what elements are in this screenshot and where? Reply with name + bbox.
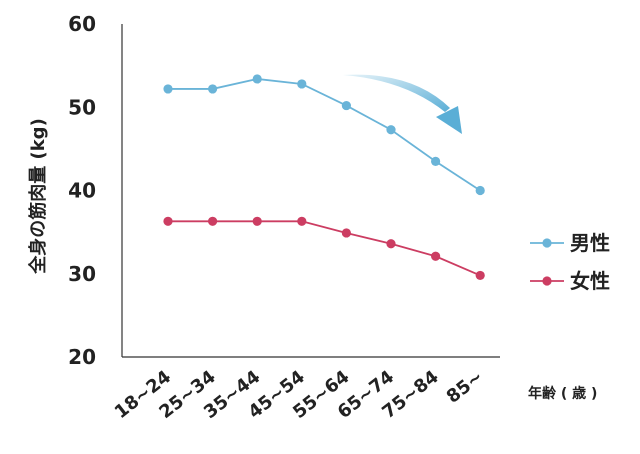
data-point — [163, 216, 173, 226]
data-point — [386, 125, 396, 135]
data-point — [341, 100, 351, 111]
y-tick-label: 30 — [68, 262, 96, 286]
legend-swatch-dot — [542, 276, 552, 286]
legend-label: 女性 — [570, 269, 610, 293]
data-point — [475, 185, 485, 196]
legend-swatch-dot — [542, 238, 552, 248]
data-point — [431, 251, 441, 261]
y-axis-title: 全身の筋肉量 (kg) — [27, 118, 49, 275]
data-point — [431, 156, 441, 166]
data-point — [208, 216, 218, 226]
data-point — [341, 228, 351, 238]
series-1 — [163, 74, 485, 196]
x-tick-label: 85~ — [443, 366, 488, 407]
data-point — [297, 216, 307, 226]
legend-label: 男性 — [570, 231, 610, 255]
data-point — [252, 74, 262, 84]
legend-item: 男性 — [530, 231, 610, 255]
trend-arrow-body — [343, 74, 450, 112]
y-tick-label: 40 — [68, 179, 96, 203]
data-point — [297, 79, 307, 89]
data-point — [252, 216, 262, 226]
data-point — [163, 84, 173, 94]
x-axis-title: 年齢 ( 歳 ) — [528, 385, 597, 402]
y-tick-label: 50 — [68, 95, 96, 119]
y-tick-label: 60 — [68, 12, 96, 36]
series-line — [168, 220, 481, 277]
series-line — [168, 78, 481, 192]
series-group — [163, 74, 485, 281]
y-tick-labels: 20 30 40 50 60 — [68, 12, 96, 369]
y-tick-label: 20 — [68, 345, 96, 369]
annotation-group — [343, 74, 462, 134]
data-point — [208, 84, 218, 94]
axes — [121, 24, 500, 358]
trend-arrow-head — [436, 106, 462, 134]
data-point — [386, 239, 396, 249]
series-2 — [163, 216, 485, 281]
legend-item: 女性 — [530, 269, 610, 293]
data-point — [475, 270, 485, 281]
